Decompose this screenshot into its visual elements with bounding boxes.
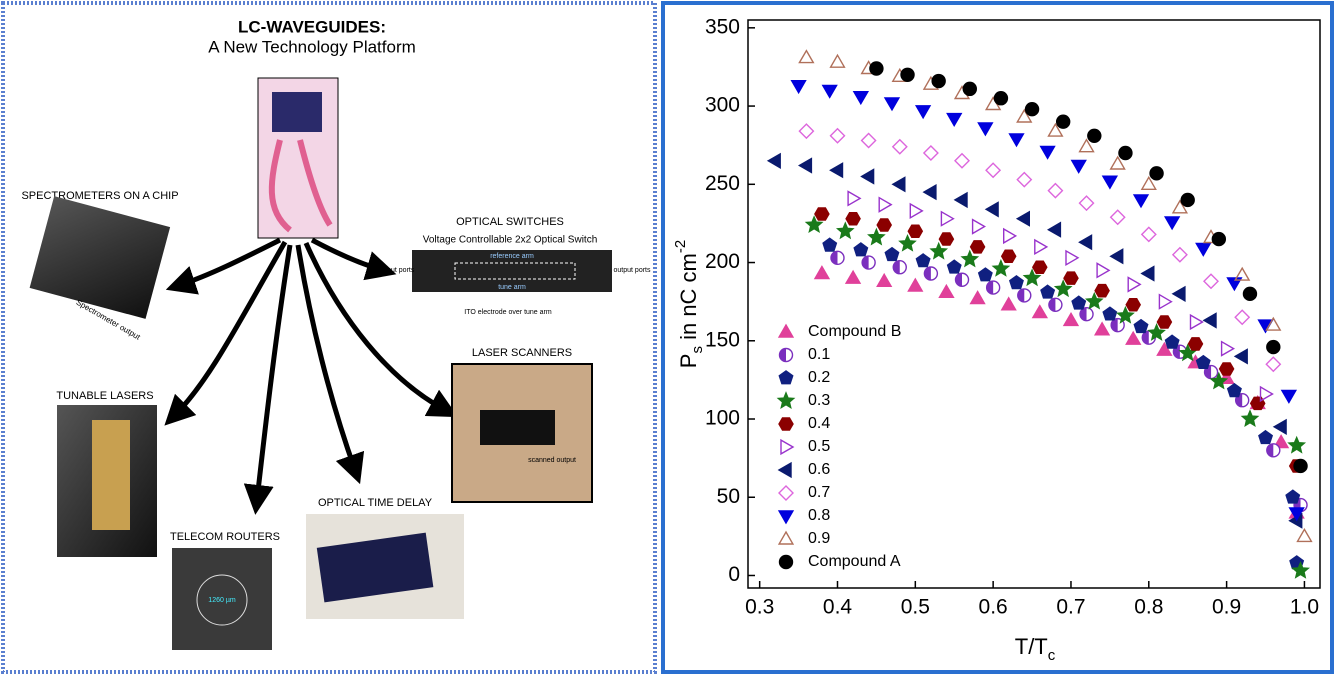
page: LC-WAVEGUIDES: A New Technology Platform… <box>0 0 1335 675</box>
y-tick-label: 50 <box>717 485 740 508</box>
x-tick-label: 0.4 <box>823 596 853 619</box>
part: reference arm <box>490 253 534 260</box>
point <box>1157 316 1171 328</box>
point <box>1033 261 1047 273</box>
legend-label: 0.6 <box>808 461 830 478</box>
point <box>987 281 1000 294</box>
x-tick-label: 0.8 <box>1134 596 1163 619</box>
point <box>1181 193 1194 206</box>
point <box>1243 287 1256 300</box>
point <box>1057 115 1070 128</box>
y-tick-label: 200 <box>705 250 740 273</box>
point <box>924 267 937 280</box>
legend-label: 0.3 <box>808 392 830 409</box>
point <box>932 75 945 88</box>
point <box>1095 285 1109 297</box>
part: ITO electrode over tune arm <box>464 309 552 316</box>
x-label-main: T/T <box>1015 634 1048 659</box>
point <box>908 225 922 237</box>
point <box>971 241 985 253</box>
laser <box>92 420 130 530</box>
legend-marker <box>779 418 793 430</box>
point <box>831 251 844 264</box>
node-label: OPTICAL TIME DELAY <box>318 497 433 509</box>
legend-label: 0.8 <box>808 507 830 524</box>
node-label: TUNABLE LASERS <box>56 390 153 402</box>
point <box>1267 341 1280 354</box>
node-note: Voltage Controllable 2x2 Optical Switch <box>423 235 598 246</box>
chip <box>272 92 322 132</box>
point <box>1119 147 1132 160</box>
x-tick-label: 0.6 <box>979 596 1008 619</box>
point <box>1018 289 1031 302</box>
legend-marker <box>780 349 793 362</box>
scanner <box>480 410 555 445</box>
point <box>1080 308 1093 321</box>
legend-label: Compound B <box>808 323 901 340</box>
point <box>1267 444 1280 457</box>
node-note: 1260 µm <box>208 597 236 604</box>
legend-label: 0.4 <box>808 415 830 432</box>
x-tick-label: 0.9 <box>1212 596 1241 619</box>
node-label: SPECTROMETERS ON A CHIP <box>21 190 178 202</box>
point <box>1026 103 1039 116</box>
point <box>1150 167 1163 180</box>
y-label-main: P <box>676 354 701 369</box>
point <box>963 82 976 95</box>
point <box>901 68 914 81</box>
y-label-sub: s <box>689 346 706 354</box>
legend-marker <box>780 556 793 569</box>
point <box>870 62 883 75</box>
point <box>862 256 875 269</box>
y-tick-label: 100 <box>705 407 740 430</box>
part: output ports <box>614 267 651 274</box>
legend-label: 0.7 <box>808 484 830 501</box>
point <box>1088 129 1101 142</box>
point <box>815 208 829 220</box>
x-tick-label: 0.7 <box>1056 596 1085 619</box>
point <box>994 92 1007 105</box>
point <box>1049 298 1062 311</box>
point <box>939 233 953 245</box>
canvas: LC-WAVEGUIDES: A New Technology Platform… <box>0 0 1335 675</box>
point <box>1212 233 1225 246</box>
node-note: scanned output <box>528 457 576 464</box>
diagram-subtitle: A New Technology Platform <box>208 37 416 56</box>
legend-label: 0.5 <box>808 438 830 455</box>
legend-label: 0.1 <box>808 346 830 363</box>
node-label: OPTICAL SWITCHES <box>456 216 564 228</box>
part: tune arm <box>498 284 526 291</box>
point <box>877 219 891 231</box>
legend-label: 0.9 <box>808 530 830 547</box>
y-tick-label: 150 <box>705 328 740 351</box>
x-label-sub: c <box>1048 647 1056 664</box>
y-tick-label: 250 <box>705 172 740 195</box>
y-label-rest: in nC cm <box>676 253 701 346</box>
point <box>846 213 860 225</box>
point <box>1126 299 1140 311</box>
y-tick-label: 300 <box>705 94 740 117</box>
x-tick-label: 0.3 <box>745 596 774 619</box>
legend-label: 0.2 <box>808 369 830 386</box>
node-label: TELECOM ROUTERS <box>170 531 280 543</box>
point <box>893 261 906 274</box>
point <box>1189 338 1203 350</box>
point <box>1002 250 1016 262</box>
point <box>1220 363 1234 375</box>
y-label-sup: -2 <box>672 240 689 253</box>
point <box>956 273 969 286</box>
y-tick-label: 350 <box>705 15 740 38</box>
point <box>1294 459 1307 472</box>
part: input ports <box>382 267 415 274</box>
y-tick-label: 0 <box>728 563 740 586</box>
x-tick-label: 0.5 <box>901 596 930 619</box>
legend-label: Compound A <box>808 553 901 570</box>
diagram-title: LC-WAVEGUIDES: <box>238 17 386 36</box>
point <box>1064 272 1078 284</box>
x-tick-label: 1.0 <box>1290 596 1319 619</box>
node-label: LASER SCANNERS <box>472 347 572 359</box>
